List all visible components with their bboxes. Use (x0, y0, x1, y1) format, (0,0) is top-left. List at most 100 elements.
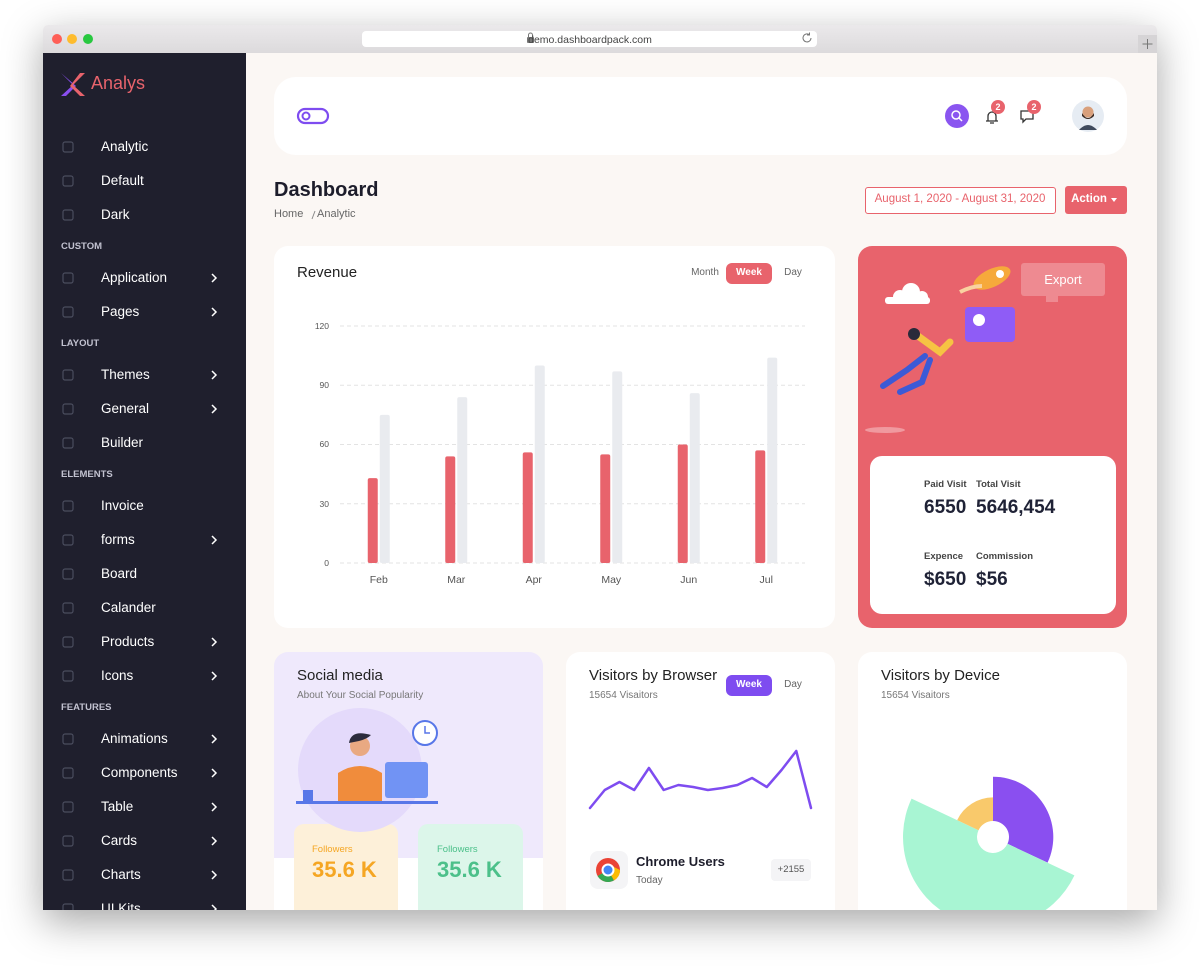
illustration (338, 766, 382, 801)
tab[interactable]: Month (691, 267, 719, 278)
submenu-arrow (211, 671, 218, 681)
bar (367, 478, 378, 563)
menu-item[interactable]: Board (101, 565, 138, 581)
submenu-arrow (211, 637, 218, 647)
tab-active[interactable] (726, 674, 772, 696)
illustration (296, 801, 438, 804)
menu-icon (62, 903, 74, 910)
submenu-arrow (211, 836, 218, 846)
logo-left (61, 73, 76, 96)
menu-item[interactable]: General (101, 400, 150, 416)
url-bar[interactable] (362, 31, 817, 47)
menu-item[interactable]: Invoice (101, 497, 144, 513)
menu-item[interactable]: Dark (101, 206, 130, 222)
tab[interactable]: Week (736, 267, 762, 278)
menu-item[interactable]: Icons (101, 667, 134, 683)
menu-icon (62, 272, 74, 284)
submenu-arrow (211, 404, 218, 414)
y-tick-label: 60 (319, 439, 329, 450)
stat-value: $56 (976, 568, 1008, 590)
menu-item[interactable]: Analytic (101, 138, 149, 154)
export-button[interactable]: Export (1044, 272, 1082, 288)
menu-item[interactable]: Application (101, 269, 168, 285)
menu-item[interactable]: UI Kits (101, 900, 141, 910)
date-range[interactable] (865, 187, 1056, 214)
badge (1027, 100, 1041, 114)
menu-icon (62, 568, 74, 580)
breadcrumb[interactable]: Home (274, 208, 304, 221)
illustration (973, 314, 985, 326)
url-text: demo.dashboardpack.com (528, 33, 652, 46)
avatar-body (1079, 125, 1097, 130)
menu-item[interactable]: Themes (101, 366, 150, 382)
followers-label: Followers (312, 844, 353, 856)
illustration (880, 353, 933, 395)
bar (522, 452, 533, 563)
close-dot[interactable] (52, 34, 62, 44)
tab[interactable]: Week (736, 679, 762, 690)
menu-item[interactable]: Products (101, 633, 155, 649)
card-subtitle: About Your Social Popularity (297, 690, 424, 701)
tab[interactable]: Day (784, 267, 802, 278)
menu-item[interactable]: Cards (101, 832, 138, 848)
browser-change: +2155 (777, 864, 805, 876)
browser-period: Today (636, 875, 663, 886)
submenu-arrow (211, 802, 218, 812)
menu-item[interactable]: Components (101, 764, 178, 780)
menu-toggle[interactable] (296, 107, 330, 125)
lock-shackle (528, 32, 533, 37)
bell-icon[interactable] (986, 111, 998, 124)
menu-item[interactable]: Calander (101, 599, 156, 615)
avatar-beard (1082, 113, 1094, 119)
menu-item[interactable]: forms (101, 531, 135, 547)
pie-slice (957, 797, 993, 831)
menu-item[interactable]: Animations (101, 730, 168, 746)
caret (1111, 198, 1117, 202)
min-dot[interactable] (67, 34, 77, 44)
stat-label: Total Visit (976, 479, 1021, 491)
reload-icon[interactable] (802, 32, 812, 43)
logo-right (70, 73, 85, 96)
menu-item[interactable]: Charts (101, 866, 141, 882)
browser-window: demo.dashboardpack.com Analys Analytic Defa… (43, 25, 1157, 910)
menu-item[interactable]: Default (101, 172, 144, 188)
menu-icon (62, 869, 74, 881)
menu-icon (62, 306, 74, 318)
stat-label: Paid Visit (924, 479, 967, 491)
menu-icon (62, 141, 74, 153)
menu-item[interactable]: Table (101, 798, 134, 814)
illustration (303, 790, 313, 801)
bar (689, 393, 700, 563)
overlay (43, 25, 1157, 910)
illustration (349, 733, 371, 743)
bar (612, 371, 623, 563)
page-title: Dashboard (274, 179, 379, 201)
submenu-arrow (211, 535, 218, 545)
followers-box (294, 824, 398, 910)
avatar-face (1082, 106, 1094, 118)
menu-item[interactable]: Pages (101, 303, 140, 319)
search-button[interactable] (945, 104, 969, 128)
menu-icon (62, 209, 74, 221)
menu-icon (62, 767, 74, 779)
submenu-arrow (211, 768, 218, 778)
card-subtitle: 15654 Visaitors (589, 690, 658, 701)
breadcrumb: Analytic (317, 208, 356, 221)
max-dot[interactable] (83, 34, 93, 44)
tab[interactable]: Day (784, 679, 802, 690)
submenu-arrow (211, 734, 218, 744)
card-title: Visitors by Browser (589, 667, 718, 684)
bar (677, 444, 688, 563)
menu-item[interactable]: Builder (101, 434, 144, 450)
bar (445, 456, 456, 563)
x-tick-label: May (601, 573, 622, 586)
stage: demo.dashboardpack.com Analys Analytic Defa… (43, 25, 1157, 910)
menu-icon (62, 733, 74, 745)
tab-active[interactable] (726, 262, 772, 284)
submenu-arrow (211, 904, 218, 910)
y-tick-label: 0 (324, 557, 329, 568)
illustration (1046, 296, 1058, 302)
stat-label: Expence (924, 551, 964, 563)
illustration (973, 266, 1011, 290)
badge-count: 2 (1031, 101, 1037, 112)
